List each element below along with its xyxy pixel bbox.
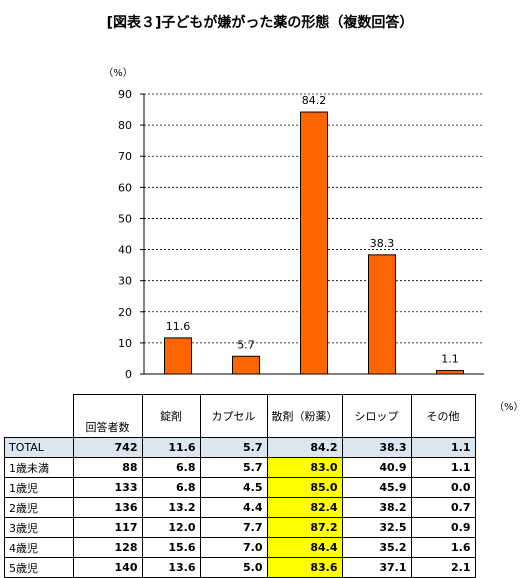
row-label: 4歳児	[4, 537, 74, 558]
bar-chart: 0 10 20 30 40 50 60 70 80 90 11.6 5.7 84.2 38.3 1.1 （…	[103, 67, 484, 381]
table-corner-cell	[4, 394, 74, 438]
col-header: カプセル	[199, 394, 268, 438]
table-cell: 7.7	[199, 517, 268, 538]
table-cell: 13.6	[141, 557, 201, 578]
table-cell: 38.2	[341, 497, 412, 518]
page-title: [図表３]子どもが嫌がった薬の形態（複数回答）	[106, 15, 414, 31]
table-cell: 4.5	[199, 477, 268, 498]
bar	[300, 111, 328, 375]
table-cell: 37.1	[341, 557, 412, 578]
y-axis-ticks: 0 10 20 30 40 50 60 70 80 90	[118, 88, 144, 381]
table-row: 4歳児 128 15.6 7.0 84.4 35.2 1.6	[4, 537, 476, 558]
y-tick-label: 20	[118, 306, 132, 319]
respondents-header: 回答者数	[72, 394, 143, 438]
table-cell: 7.0	[199, 537, 268, 558]
table-cell: 87.2	[266, 517, 343, 538]
bar	[436, 370, 464, 375]
row-label: 5歳児	[4, 557, 74, 578]
table-cell: 0.0	[410, 477, 476, 498]
col-header: 散剤（粉薬）	[266, 394, 343, 438]
table-cell: 85.0	[266, 477, 343, 498]
chart-data-labels: 11.6 5.7 84.2 38.3 1.1	[166, 94, 459, 366]
y-tick-label: 60	[118, 181, 132, 194]
table-cell: 35.2	[341, 537, 412, 558]
table-cell: 1.1	[410, 437, 476, 458]
table-cell: 6.8	[141, 457, 201, 478]
table-cell: 1.6	[410, 537, 476, 558]
y-tick-label: 50	[118, 212, 132, 225]
table-row: 5歳児 140 13.6 5.0 83.6 37.1 2.1	[4, 557, 476, 578]
respondent-count: 742	[72, 437, 143, 458]
respondent-count: 117	[72, 517, 143, 538]
table-cell: 5.7	[199, 437, 268, 458]
respondent-count: 88	[72, 457, 143, 478]
table-cell: 83.6	[266, 557, 343, 578]
respondent-count: 140	[72, 557, 143, 578]
table-cell: 84.2	[266, 437, 343, 458]
table-cell: 15.6	[141, 537, 201, 558]
y-axis-unit-label: （%）	[103, 67, 133, 79]
respondent-count: 128	[72, 537, 143, 558]
table-cell: 40.9	[341, 457, 412, 478]
data-table: 回答者数 錠剤 カプセル 散剤（粉薬） シロップ その他 TOTAL 742 11.…	[4, 394, 476, 578]
bar-value-label: 84.2	[302, 94, 327, 107]
table-row: 3歳児 117 12.0 7.7 87.2 32.5 0.9	[4, 517, 476, 538]
table-cell: 5.7	[199, 457, 268, 478]
chart-bars	[164, 111, 464, 375]
table-cell: 0.9	[410, 517, 476, 538]
table-row: TOTAL 742 11.6 5.7 84.2 38.3 1.1	[4, 437, 476, 458]
table-row: 1歳児 133 6.8 4.5 85.0 45.9 0.0	[4, 477, 476, 498]
table-cell: 6.8	[141, 477, 201, 498]
y-tick-label: 40	[118, 244, 132, 257]
y-tick-label: 10	[118, 337, 132, 350]
table-cell: 12.0	[141, 517, 201, 538]
table-row: 1歳未満 88 6.8 5.7 83.0 40.9 1.1	[4, 457, 476, 478]
bar-value-label: 38.3	[370, 237, 395, 250]
y-tick-label: 0	[125, 368, 132, 381]
row-label: 1歳未満	[4, 457, 74, 478]
bar-value-label: 1.1	[441, 353, 459, 366]
row-label: 2歳児	[4, 497, 74, 518]
bar	[232, 355, 260, 375]
table-cell: 45.9	[341, 477, 412, 498]
col-header: シロップ	[341, 394, 412, 438]
table-cell: 32.5	[341, 517, 412, 538]
y-tick-label: 30	[118, 275, 132, 288]
table-header-row: 回答者数 錠剤 カプセル 散剤（粉薬） シロップ その他	[4, 394, 476, 438]
bar-value-label: 5.7	[237, 338, 255, 351]
respondent-count: 133	[72, 477, 143, 498]
bar-value-label: 11.6	[166, 320, 191, 333]
respondent-count: 136	[72, 497, 143, 518]
col-header: 錠剤	[141, 394, 201, 438]
table-unit-label: （%）	[494, 402, 520, 413]
table-row: 2歳児 136 13.2 4.4 82.4 38.2 0.7	[4, 497, 476, 518]
y-tick-label: 80	[118, 119, 132, 132]
row-label: TOTAL	[4, 437, 74, 458]
table-cell: 13.2	[141, 497, 201, 518]
table-cell: 0.7	[410, 497, 476, 518]
row-label: 1歳児	[4, 477, 74, 498]
table-cell: 4.4	[199, 497, 268, 518]
table-cell: 1.1	[410, 457, 476, 478]
bar	[164, 337, 192, 375]
table-cell: 38.3	[341, 437, 412, 458]
table-cell: 5.0	[199, 557, 268, 578]
bar	[368, 254, 396, 375]
table-cell: 2.1	[410, 557, 476, 578]
table-cell: 11.6	[141, 437, 201, 458]
col-header: その他	[410, 394, 476, 438]
table-cell: 82.4	[266, 497, 343, 518]
row-label: 3歳児	[4, 517, 74, 538]
y-tick-label: 70	[118, 150, 132, 163]
y-tick-label: 90	[118, 88, 132, 101]
table-cell: 83.0	[266, 457, 343, 478]
table-cell: 84.4	[266, 537, 343, 558]
